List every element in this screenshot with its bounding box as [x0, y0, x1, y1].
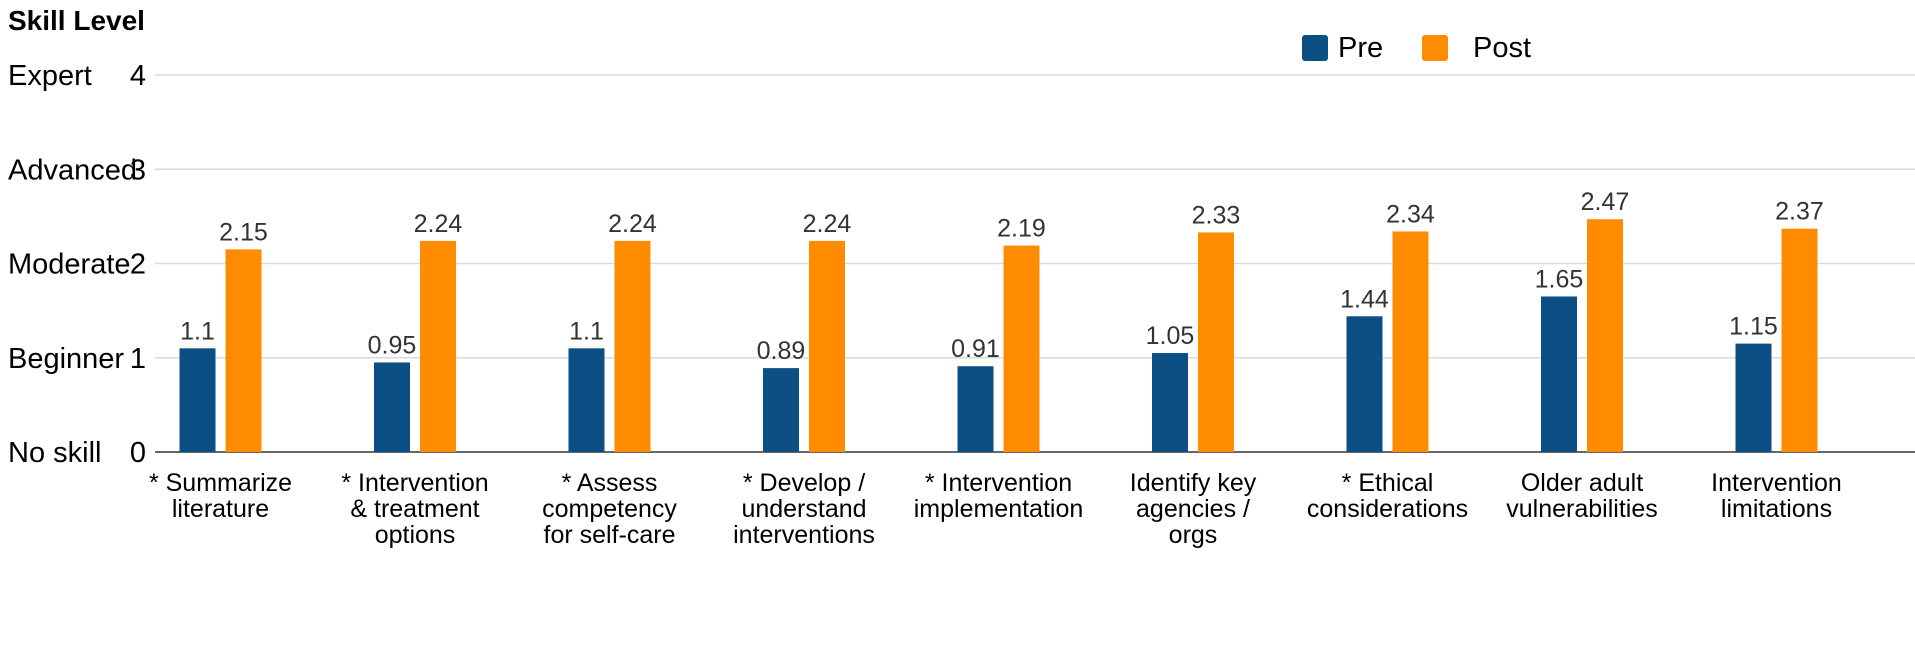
bar-post: [614, 240, 651, 452]
bar-post: [420, 240, 456, 452]
data-label-pre: 1.15: [1729, 313, 1778, 341]
x-category-label: limitations: [1721, 495, 1832, 523]
data-label-pre: 0.91: [951, 335, 1000, 363]
bar-pre: [179, 348, 216, 452]
data-label-pre: 1.44: [1340, 285, 1389, 313]
bar-post: [225, 249, 262, 452]
x-category-label: options: [375, 521, 456, 549]
bar-post: [1587, 219, 1623, 452]
data-label-post: 2.37: [1775, 198, 1824, 226]
y-tick-label: 1: [130, 343, 146, 375]
data-label-post: 2.15: [219, 218, 268, 246]
x-category-label: Older adult: [1521, 469, 1643, 497]
y-level-label: No skill: [8, 437, 101, 469]
bar-post: [1198, 232, 1234, 452]
data-label-pre: 0.89: [757, 337, 806, 365]
data-label-pre: 0.95: [368, 331, 417, 359]
x-category-label: considerations: [1307, 495, 1468, 523]
x-category-label: implementation: [914, 495, 1084, 523]
data-label-post: 2.24: [414, 210, 463, 238]
bar-post: [809, 240, 845, 452]
data-label-post: 2.24: [608, 210, 657, 238]
x-category-label: * Ethical: [1342, 469, 1434, 497]
x-category-label: Identify key: [1130, 469, 1257, 497]
x-category-label: for self-care: [544, 521, 676, 549]
x-category-label: Intervention: [1711, 469, 1842, 497]
data-label-post: 2.24: [803, 210, 852, 238]
legend-swatch-post: [1422, 35, 1448, 61]
x-category-label: * Assess: [562, 469, 658, 497]
x-category-label: * Intervention: [925, 469, 1072, 497]
y-level-label: Advanced: [8, 154, 137, 186]
bar-pre: [1541, 296, 1577, 452]
x-category-label: vulnerabilities: [1506, 495, 1657, 523]
bar-pre: [568, 348, 605, 452]
bar-pre: [1346, 316, 1383, 452]
bar-post: [1781, 228, 1818, 452]
y-level-label: Expert: [8, 60, 92, 92]
y-tick-label: 3: [130, 154, 146, 186]
bar-post: [1392, 231, 1429, 452]
bar-pre: [763, 368, 799, 452]
legend-label-pre: Pre: [1338, 32, 1383, 64]
x-category-label: * Develop /: [743, 469, 865, 497]
data-label-post: 2.34: [1386, 200, 1435, 228]
y-tick-label: 2: [130, 249, 146, 281]
x-category-label: understand: [741, 495, 866, 523]
data-label-post: 2.33: [1192, 201, 1241, 229]
y-level-label: Moderate: [8, 249, 131, 281]
x-category-label: & treatment: [350, 495, 479, 523]
legend-swatch-pre: [1302, 35, 1328, 61]
x-category-label: agencies /: [1136, 495, 1250, 523]
x-category-label: orgs: [1169, 521, 1218, 549]
bar-pre: [374, 362, 410, 452]
x-category-label: interventions: [733, 521, 875, 549]
y-tick-label: 0: [130, 437, 146, 469]
y-axis-title: Skill Level: [8, 5, 145, 36]
legend-label-post: Post: [1473, 32, 1531, 64]
y-level-label: Beginner: [8, 343, 124, 375]
x-category-label: competency: [542, 495, 677, 523]
data-label-post: 2.19: [997, 215, 1046, 243]
bar-pre: [957, 366, 994, 452]
x-category-label: * Summarize: [149, 469, 292, 497]
bars: 1.1 2.15 0.95 2.24 1.1 2.24 0.89 2.24 0.91 2.19 1.…: [179, 188, 1824, 452]
x-category-label: * Intervention: [341, 469, 488, 497]
bar-pre: [1152, 353, 1188, 452]
data-label-pre: 1.05: [1146, 322, 1195, 350]
legend: Pre Post: [1302, 32, 1531, 64]
data-label-pre: 1.65: [1535, 265, 1584, 293]
data-label-post: 2.47: [1581, 188, 1630, 216]
data-label-pre: 1.1: [569, 317, 604, 345]
y-tick-label: 4: [130, 60, 146, 92]
x-category-label: literature: [172, 495, 269, 523]
bar-post: [1003, 245, 1040, 452]
bar-pre: [1735, 343, 1772, 452]
data-label-pre: 1.1: [180, 317, 215, 345]
